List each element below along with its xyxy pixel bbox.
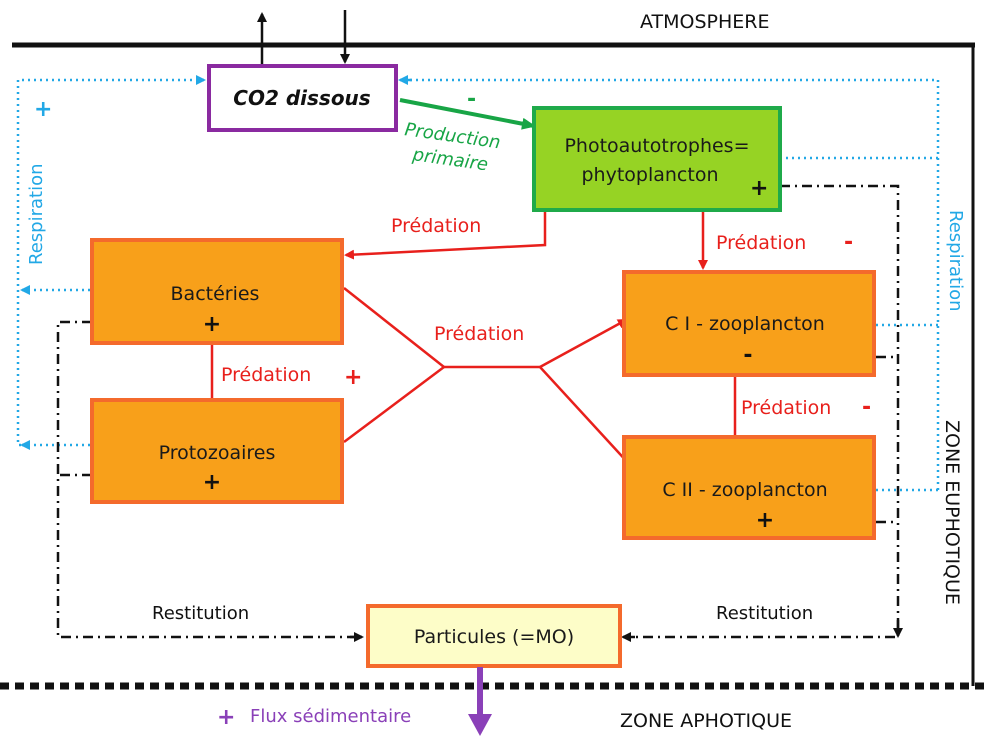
phyto-label-line1: Photoautotrophes=	[564, 135, 749, 157]
bacteries-sign: +	[203, 312, 221, 337]
phyto-sign: +	[750, 176, 768, 201]
zone-euphotique-label: ZONE EUPHOTIQUE	[941, 420, 963, 605]
particules-label: Particules (=MO)	[414, 626, 574, 648]
protozoaires-label: Protozoaires	[159, 442, 276, 464]
phyto-label-line2: phytoplancton	[581, 164, 718, 186]
predation-phyto-c1-sign: -	[844, 230, 853, 255]
predation-c1-c2-sign: -	[862, 395, 871, 420]
c1-label: C I - zooplancton	[665, 313, 825, 335]
predation-center-label: Prédation	[434, 323, 524, 345]
predation-bact-proto-sign: +	[344, 365, 362, 390]
predation-top-label: Prédation	[391, 215, 481, 237]
protozoaires-box: Protozoaires +	[92, 400, 342, 502]
phytoplancton-box: Photoautotrophes= phytoplancton +	[534, 108, 780, 210]
protozoaires-sign: +	[203, 470, 221, 495]
co2-label: CO2 dissous	[233, 86, 371, 110]
production-sign: -	[467, 87, 476, 112]
particules-box: Particules (=MO)	[368, 606, 620, 666]
bacteries-box: Bactéries +	[92, 240, 342, 343]
c1-zooplancton-box: C I - zooplancton -	[624, 272, 874, 375]
respiration-left-sign: +	[34, 97, 52, 122]
flux-sign: +	[217, 705, 235, 730]
predation-bact-proto-label: Prédation	[221, 364, 311, 386]
bacteries-label: Bactéries	[171, 283, 260, 305]
c2-sign: +	[756, 508, 774, 533]
c1-sign: -	[743, 343, 752, 368]
respiration-left-label: Respiration	[26, 164, 47, 266]
restitution-left-label: Restitution	[152, 603, 249, 624]
zone-aphotique-label: ZONE APHOTIQUE	[620, 710, 792, 732]
c2-zooplancton-box: C II - zooplancton +	[624, 437, 874, 538]
predation-center-network	[344, 288, 642, 478]
co2-dissous-box: CO2 dissous	[209, 66, 396, 130]
zone-atmosphere-label: ATMOSPHERE	[640, 11, 770, 33]
c2-label: C II - zooplancton	[662, 479, 827, 501]
flux-label: Flux sédimentaire	[250, 706, 411, 727]
predation-phyto-c1-label: Prédation	[716, 232, 806, 254]
respiration-right-label: Respiration	[945, 210, 966, 312]
restitution-right-label: Restitution	[716, 603, 813, 624]
predation-c1-c2-label: Prédation	[741, 397, 831, 419]
flux-sedimentaire-arrowhead	[468, 714, 492, 736]
